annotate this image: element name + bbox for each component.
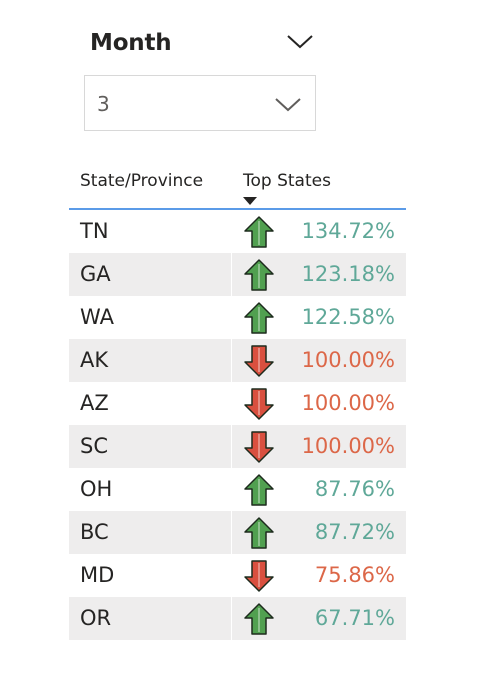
- state-cell: SC: [80, 434, 108, 458]
- column-divider: [231, 253, 232, 296]
- arrow-up-icon: [244, 474, 274, 506]
- table-row[interactable]: TN 134.72%: [69, 210, 406, 253]
- top-states-value: 100.00%: [301, 391, 395, 415]
- top-states-value: 122.58%: [301, 305, 395, 329]
- month-dropdown[interactable]: 3: [84, 75, 316, 131]
- top-states-value: 75.86%: [314, 563, 395, 587]
- arrow-down-icon: [244, 345, 274, 377]
- table-row[interactable]: AZ 100.00%: [69, 382, 406, 425]
- state-cell: GA: [80, 262, 111, 286]
- table-row[interactable]: WA 122.58%: [69, 296, 406, 339]
- table-row[interactable]: OH 87.76%: [69, 468, 406, 511]
- top-states-value: 67.71%: [314, 606, 395, 630]
- column-divider: [231, 382, 232, 425]
- column-divider: [231, 597, 232, 640]
- arrow-up-icon: [244, 302, 274, 334]
- table-row[interactable]: GA 123.18%: [69, 253, 406, 296]
- arrow-up-icon: [244, 603, 274, 635]
- slicer-title: Month: [90, 30, 172, 56]
- table-row[interactable]: OR 67.71%: [69, 597, 406, 640]
- column-header-top-states[interactable]: Top States: [243, 171, 331, 191]
- column-divider: [231, 511, 232, 554]
- column-divider: [231, 339, 232, 382]
- arrow-up-icon: [244, 517, 274, 549]
- chevron-down-icon[interactable]: [284, 30, 316, 52]
- state-cell: AZ: [80, 391, 109, 415]
- state-cell: OR: [80, 606, 112, 630]
- state-cell: AK: [80, 348, 109, 372]
- column-divider: [231, 554, 232, 597]
- state-cell: TN: [80, 219, 109, 243]
- top-states-value: 87.72%: [314, 520, 395, 544]
- column-divider: [231, 296, 232, 339]
- table-row[interactable]: BC 87.72%: [69, 511, 406, 554]
- top-states-value: 123.18%: [301, 262, 395, 286]
- chevron-down-icon: [275, 98, 301, 112]
- table-row[interactable]: MD 75.86%: [69, 554, 406, 597]
- table-row[interactable]: AK 100.00%: [69, 339, 406, 382]
- state-cell: BC: [80, 520, 109, 544]
- arrow-up-icon: [244, 216, 274, 248]
- arrow-up-icon: [244, 259, 274, 291]
- state-cell: MD: [80, 563, 115, 587]
- table-header: State/Province Top States: [69, 164, 406, 210]
- column-divider: [231, 210, 232, 253]
- column-divider: [231, 425, 232, 468]
- arrow-down-icon: [244, 431, 274, 463]
- top-states-value: 100.00%: [301, 348, 395, 372]
- top-states-value: 134.72%: [301, 219, 395, 243]
- sort-descending-icon: [243, 197, 257, 205]
- column-header-state[interactable]: State/Province: [80, 171, 204, 191]
- arrow-down-icon: [244, 560, 274, 592]
- top-states-value: 87.76%: [314, 477, 395, 501]
- table-row[interactable]: SC 100.00%: [69, 425, 406, 468]
- state-cell: WA: [80, 305, 114, 329]
- state-cell: OH: [80, 477, 113, 501]
- table-body: TN 134.72% GA 123.18% WA 122.58% AK 100.00% AZ 10…: [69, 210, 406, 640]
- arrow-down-icon: [244, 388, 274, 420]
- column-divider: [231, 468, 232, 511]
- dropdown-selected-value: 3: [97, 92, 110, 116]
- top-states-value: 100.00%: [301, 434, 395, 458]
- top-states-table: State/Province Top States TN 134.72% GA 123…: [69, 164, 406, 640]
